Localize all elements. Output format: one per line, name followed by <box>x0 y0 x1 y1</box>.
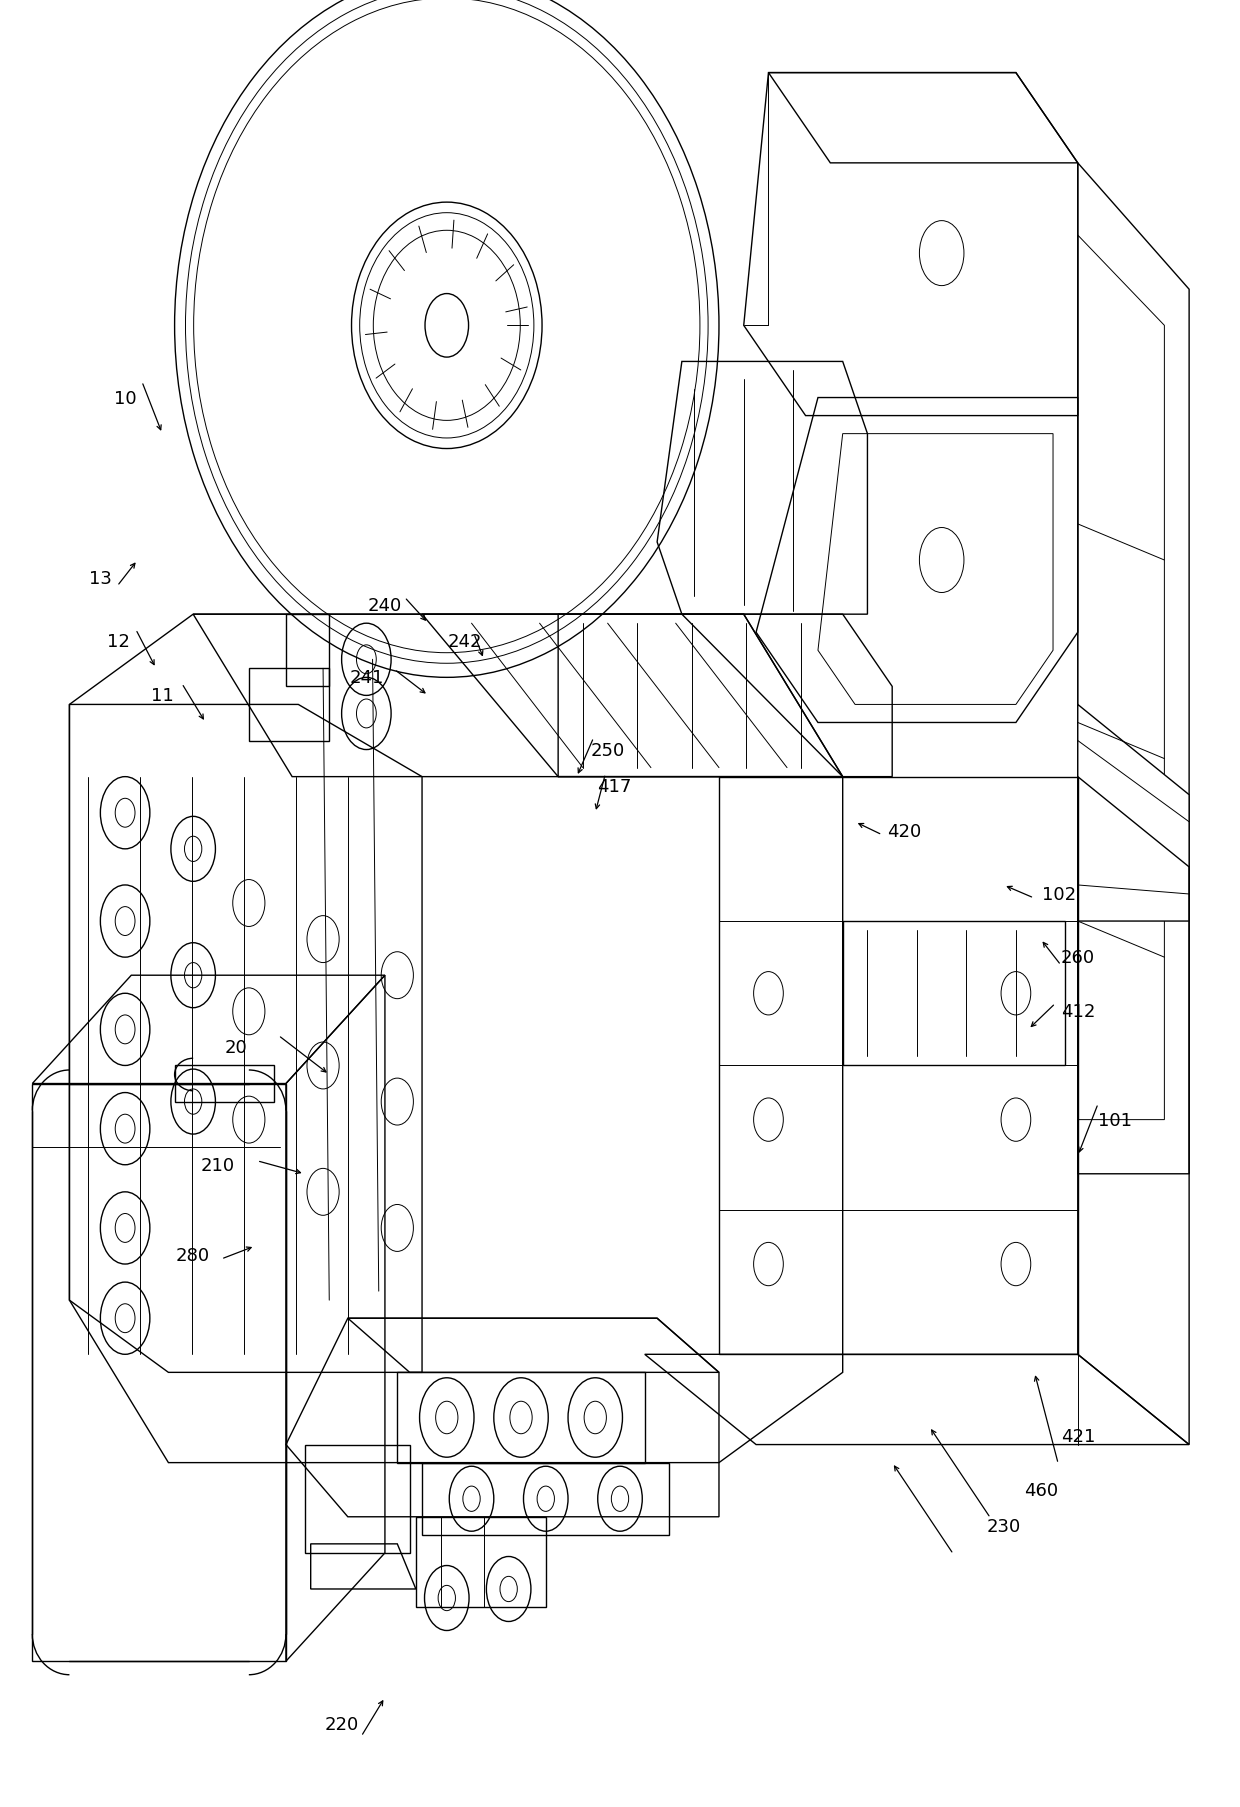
Text: 242: 242 <box>448 632 482 651</box>
Text: 12: 12 <box>108 632 130 651</box>
Text: 421: 421 <box>1060 1428 1095 1446</box>
Text: 10: 10 <box>114 389 136 407</box>
Text: 280: 280 <box>176 1247 211 1265</box>
Polygon shape <box>1078 705 1189 922</box>
Text: 101: 101 <box>1097 1111 1132 1129</box>
Text: 13: 13 <box>89 569 112 587</box>
Text: 260: 260 <box>1060 949 1095 967</box>
Text: 420: 420 <box>888 822 921 840</box>
Text: 220: 220 <box>325 1715 358 1733</box>
Text: 230: 230 <box>986 1516 1021 1534</box>
Text: 460: 460 <box>1023 1482 1058 1498</box>
Text: 240: 240 <box>368 596 402 614</box>
Text: 250: 250 <box>590 741 625 759</box>
Text: 417: 417 <box>596 777 631 795</box>
Text: 412: 412 <box>1060 1003 1095 1021</box>
Text: 20: 20 <box>226 1039 248 1057</box>
Text: 102: 102 <box>1042 885 1076 904</box>
Text: 210: 210 <box>201 1156 234 1175</box>
Text: 11: 11 <box>151 687 174 705</box>
Text: 241: 241 <box>350 669 383 687</box>
